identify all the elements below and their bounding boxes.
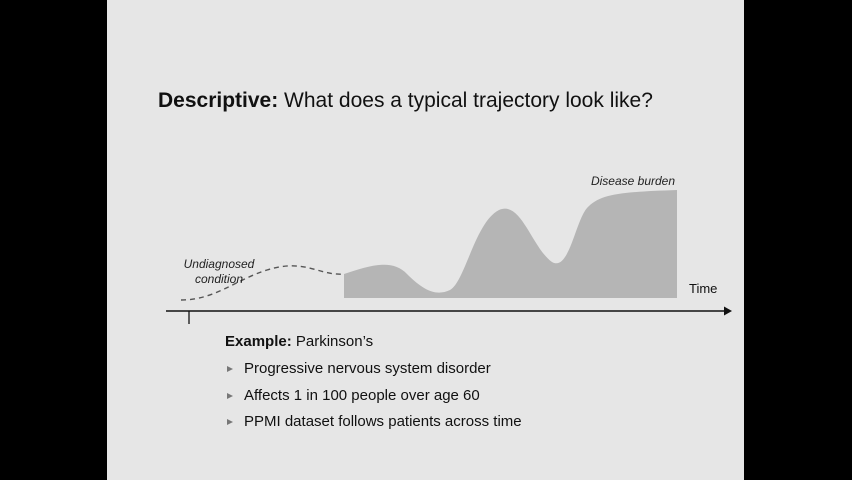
bullet-item: Progressive nervous system disorder — [225, 356, 522, 383]
example-rest: Parkinson’s — [291, 333, 374, 350]
bullet-text: PPMI dataset follows patients across tim… — [244, 413, 522, 430]
undiagnosed-dashed-curve — [180, 265, 345, 301]
title-rest: What does a typical trajectory look like… — [278, 89, 653, 112]
time-axis-label: Time — [689, 281, 717, 296]
bullet-text: Affects 1 in 100 people over age 60 — [244, 386, 480, 404]
bullet-item: PPMI dataset follows patients across tim… — [225, 409, 522, 436]
bullet-item: Affects 1 in 100 people over age 60 — [225, 383, 522, 410]
disease-burden-area — [344, 190, 677, 298]
undiagnosed-label-line1: Undiagnosed — [184, 257, 255, 271]
bullet-text: Progressive nervous system disorder — [244, 360, 491, 377]
trajectory-diagram: Undiagnosed condition Disease burden Tim… — [166, 174, 732, 324]
bullet-triangle-icon — [227, 392, 233, 399]
bullet-triangle-icon — [227, 366, 233, 372]
bullet-triangle-icon — [227, 419, 233, 425]
slide: Descriptive: What does a typical traject… — [107, 0, 744, 480]
example-bold: Example: — [225, 333, 292, 350]
slide-title: Descriptive: What does a typical traject… — [158, 89, 653, 113]
undiagnosed-label-line2: condition — [195, 272, 243, 286]
disease-burden-label: Disease burden — [591, 174, 675, 188]
time-axis-arrowhead — [724, 306, 732, 316]
example-bullet-list: Progressive nervous system disorder Affe… — [225, 356, 522, 436]
title-bold: Descriptive: — [158, 89, 279, 112]
example-heading: Example: Parkinson’s — [225, 333, 373, 350]
